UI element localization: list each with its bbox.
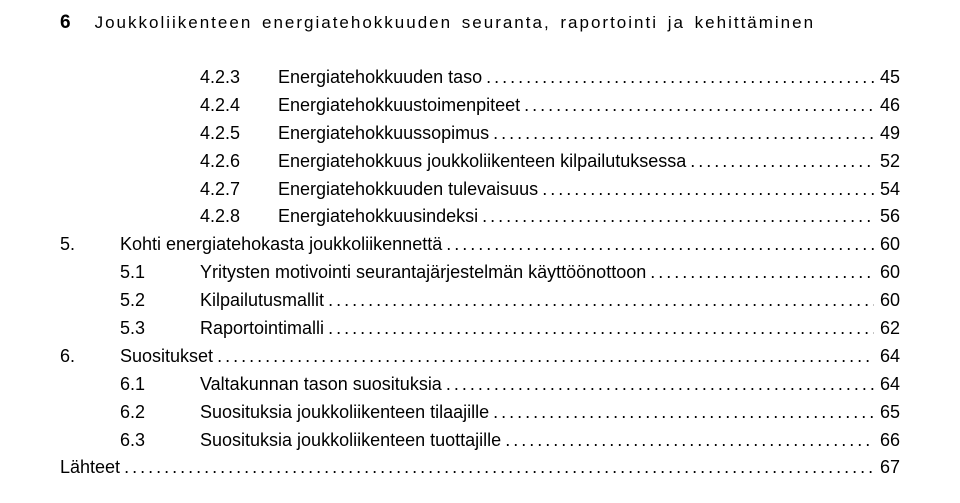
toc-line: 6.Suositukset 64 bbox=[60, 343, 900, 371]
toc-page-number: 66 bbox=[874, 427, 900, 455]
toc-page-number: 62 bbox=[874, 315, 900, 343]
toc-number: 4.2.4 bbox=[200, 92, 278, 120]
toc-leader-dots bbox=[690, 148, 874, 176]
toc-page-number: 60 bbox=[874, 231, 900, 259]
toc-label: Lähteet bbox=[60, 454, 120, 482]
toc-number: 4.2.6 bbox=[200, 148, 278, 176]
toc-number: 5.3 bbox=[120, 315, 200, 343]
toc-number: 4.2.7 bbox=[200, 176, 278, 204]
toc-line: 6.1Valtakunnan tason suosituksia 64 bbox=[60, 371, 900, 399]
toc-number: 4.2.8 bbox=[200, 203, 278, 231]
toc-line: 4.2.4Energiatehokkuustoimenpiteet 46 bbox=[60, 92, 900, 120]
page-title: Joukkoliikenteen energiatehokkuuden seur… bbox=[95, 13, 815, 33]
toc-number: 4.2.3 bbox=[200, 64, 278, 92]
toc-label: Suosituksia joukkoliikenteen tuottajille bbox=[200, 427, 501, 455]
toc-number: 6. bbox=[60, 343, 120, 371]
toc-line: 6.2Suosituksia joukkoliikenteen tilaajil… bbox=[60, 399, 900, 427]
toc-line: 5.3Raportointimalli 62 bbox=[60, 315, 900, 343]
toc-number: 6.3 bbox=[120, 427, 200, 455]
toc-page-number: 64 bbox=[874, 343, 900, 371]
toc-page-number: 49 bbox=[874, 120, 900, 148]
toc-number: 5.1 bbox=[120, 259, 200, 287]
toc-line: 5.2Kilpailutusmallit 60 bbox=[60, 287, 900, 315]
toc-number: 6.2 bbox=[120, 399, 200, 427]
toc-leader-dots bbox=[505, 427, 874, 455]
toc-label: Kilpailutusmallit bbox=[200, 287, 324, 315]
page-number: 6 bbox=[60, 12, 73, 34]
toc-label: Raportointimalli bbox=[200, 315, 324, 343]
toc-number: 5. bbox=[60, 231, 120, 259]
toc-line: 4.2.8Energiatehokkuusindeksi 56 bbox=[60, 203, 900, 231]
toc-label: Valtakunnan tason suosituksia bbox=[200, 371, 442, 399]
toc-line: 6.3Suosituksia joukkoliikenteen tuottaji… bbox=[60, 427, 900, 455]
toc-leader-dots bbox=[493, 120, 874, 148]
toc-page-number: 60 bbox=[874, 259, 900, 287]
toc-page-number: 45 bbox=[874, 64, 900, 92]
toc-leader-dots bbox=[217, 343, 874, 371]
toc-leader-dots bbox=[328, 287, 874, 315]
toc-label: Energiatehokkuus joukkoliikenteen kilpai… bbox=[278, 148, 686, 176]
page-header: 6 Joukkoliikenteen energiatehokkuuden se… bbox=[60, 12, 900, 34]
toc-line: 4.2.7Energiatehokkuuden tulevaisuus 54 bbox=[60, 176, 900, 204]
table-of-contents: 4.2.3Energiatehokkuuden taso454.2.4Energ… bbox=[60, 64, 900, 482]
toc-page-number: 56 bbox=[874, 203, 900, 231]
toc-page-number: 46 bbox=[874, 92, 900, 120]
toc-number: 6.1 bbox=[120, 371, 200, 399]
toc-label: Energiatehokkuustoimenpiteet bbox=[278, 92, 520, 120]
toc-label: Suositukset bbox=[120, 343, 213, 371]
toc-leader-dots bbox=[493, 399, 874, 427]
toc-page-number: 64 bbox=[874, 371, 900, 399]
toc-page-number: 52 bbox=[874, 148, 900, 176]
toc-leader-dots bbox=[446, 371, 874, 399]
toc-line: 4.2.3Energiatehokkuuden taso 45 bbox=[60, 64, 900, 92]
toc-page-number: 60 bbox=[874, 287, 900, 315]
toc-label: Energiatehokkuussopimus bbox=[278, 120, 489, 148]
toc-leader-dots bbox=[524, 92, 874, 120]
toc-leader-dots bbox=[446, 231, 874, 259]
toc-line: 4.2.5Energiatehokkuussopimus 49 bbox=[60, 120, 900, 148]
toc-page-number: 54 bbox=[874, 176, 900, 204]
toc-label: Kohti energiatehokasta joukkoliikennettä bbox=[120, 231, 442, 259]
toc-leader-dots bbox=[482, 203, 874, 231]
toc-leader-dots bbox=[124, 454, 874, 482]
toc-label: Energiatehokkuuden tulevaisuus bbox=[278, 176, 538, 204]
document-page: 6 Joukkoliikenteen energiatehokkuuden se… bbox=[0, 0, 960, 503]
toc-label: Energiatehokkuusindeksi bbox=[278, 203, 478, 231]
toc-line: Lähteet 67 bbox=[60, 454, 900, 482]
toc-label: Suosituksia joukkoliikenteen tilaajille bbox=[200, 399, 489, 427]
toc-leader-dots bbox=[542, 176, 874, 204]
toc-label: Yritysten motivointi seurantajärjestelmä… bbox=[200, 259, 646, 287]
toc-number: 4.2.5 bbox=[200, 120, 278, 148]
toc-leader-dots bbox=[328, 315, 874, 343]
toc-line: 4.2.6Energiatehokkuus joukkoliikenteen k… bbox=[60, 148, 900, 176]
toc-leader-dots bbox=[650, 259, 874, 287]
toc-label: Energiatehokkuuden taso bbox=[278, 64, 482, 92]
toc-line: 5.1Yritysten motivointi seurantajärjeste… bbox=[60, 259, 900, 287]
toc-page-number: 67 bbox=[874, 454, 900, 482]
toc-line: 5.Kohti energiatehokasta joukkoliikennet… bbox=[60, 231, 900, 259]
toc-number: 5.2 bbox=[120, 287, 200, 315]
toc-page-number: 65 bbox=[874, 399, 900, 427]
toc-leader-dots bbox=[486, 64, 874, 92]
